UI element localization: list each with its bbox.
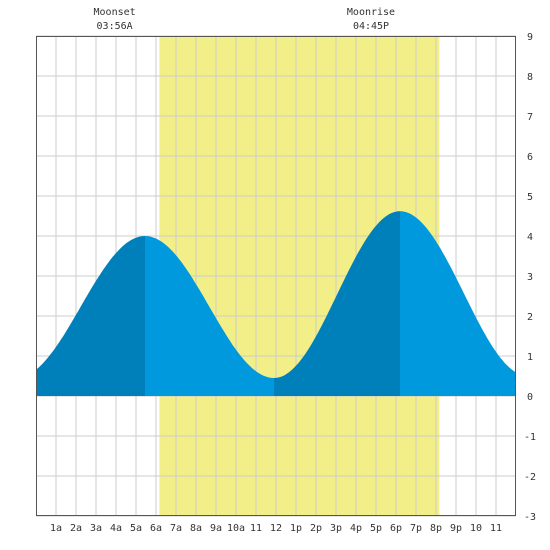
y-tick-label: 9: [527, 32, 533, 43]
x-tick-label: 10: [470, 523, 482, 534]
x-tick-label: 2a: [70, 523, 82, 534]
x-tick-label: 7a: [170, 523, 182, 534]
y-tick-label: 3: [527, 272, 533, 283]
x-tick-label: 1p: [290, 523, 302, 534]
falling-tide-area: [145, 236, 274, 396]
y-tick-label: 6: [527, 152, 533, 163]
y-tick-label: -3: [524, 512, 536, 523]
moon-event-time: 04:45P: [353, 21, 389, 32]
x-tick-label: 3a: [90, 523, 102, 534]
tide-area: [36, 211, 516, 396]
plot-border: [36, 36, 516, 516]
x-tick-label: 8a: [190, 523, 202, 534]
x-tick-label: 10a: [227, 523, 245, 534]
y-tick-label: 7: [527, 112, 533, 123]
y-tick-label: -1: [524, 432, 536, 443]
x-tick-label: 5p: [370, 523, 382, 534]
x-tick-label: 7p: [410, 523, 422, 534]
plot-frame: [36, 36, 516, 516]
y-tick-label: 8: [527, 72, 533, 83]
y-tick-label: 5: [527, 192, 533, 203]
x-tick-label: 2p: [310, 523, 322, 534]
x-tick-label: 5a: [130, 523, 142, 534]
x-tick-label: 11: [250, 523, 262, 534]
x-tick-label: 4a: [110, 523, 122, 534]
x-tick-label: 12: [270, 523, 282, 534]
x-tick-label: 8p: [430, 523, 442, 534]
x-tick-label: 1a: [50, 523, 62, 534]
x-axis-tick-labels: 1a 2a 3a 4a 5a 6a 7a 8a 9a 10a 11 12 1p 2p 3p 4p 5p 6p 7p 8…: [50, 523, 502, 534]
falling-tide-area: [400, 211, 516, 396]
y-tick-label: 0: [527, 392, 533, 403]
x-tick-label: 11: [490, 523, 502, 534]
x-tick-label: 6a: [150, 523, 162, 534]
x-tick-label: 4p: [350, 523, 362, 534]
y-tick-label: 2: [527, 312, 533, 323]
x-tick-label: 9a: [210, 523, 222, 534]
y-tick-label: -2: [524, 472, 536, 483]
moon-event-name: Moonrise: [347, 7, 395, 18]
y-tick-label: 1: [527, 352, 533, 363]
y-axis-tick-labels: -3 -2 -1 0 1 2 3 4 5 6 7 8 9: [524, 32, 536, 523]
x-tick-label: 9p: [450, 523, 462, 534]
rising-tide-area: [274, 211, 400, 396]
rising-tide-area: [36, 236, 145, 396]
moon-event-labels: Moonset 03:56A Moonrise 04:45P: [94, 7, 396, 32]
moon-event-time: 03:56A: [97, 21, 133, 32]
y-tick-label: 4: [527, 232, 533, 243]
x-tick-label: 3p: [330, 523, 342, 534]
moon-event-name: Moonset: [94, 7, 136, 18]
x-tick-label: 6p: [390, 523, 402, 534]
